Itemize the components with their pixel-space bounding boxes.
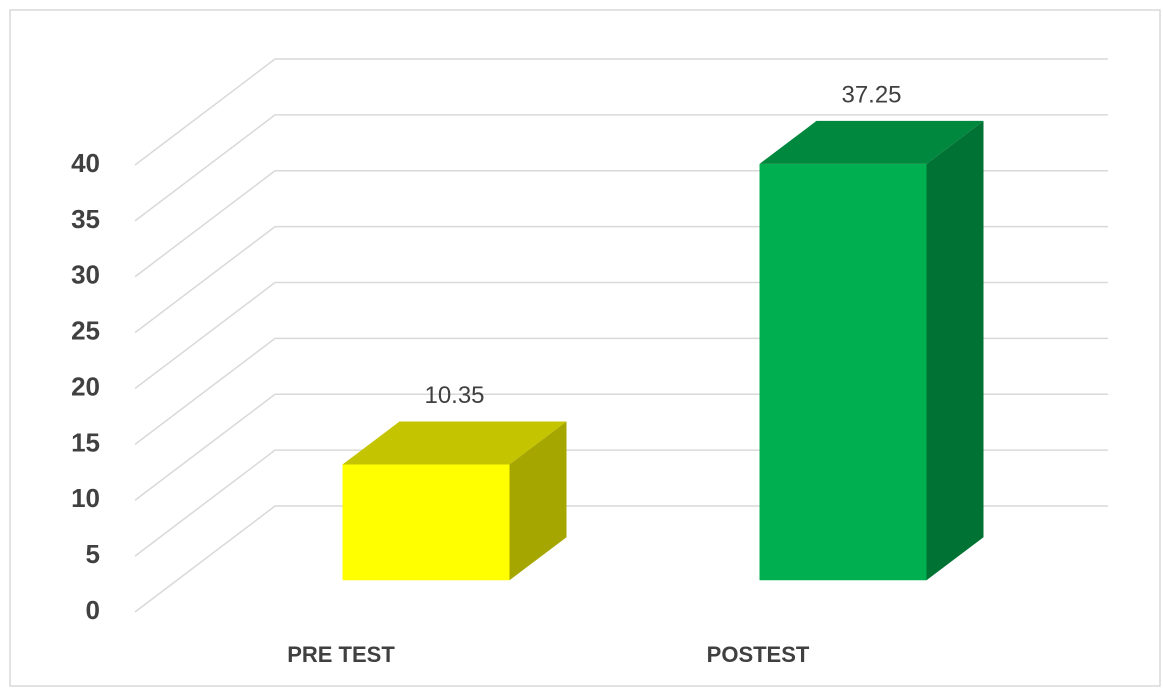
- bar-top: [759, 120, 984, 164]
- y-tick-label: 30: [71, 260, 100, 290]
- y-tick-label: 20: [71, 371, 100, 401]
- bar: [342, 421, 567, 581]
- chart-frame: [9, 9, 1161, 687]
- value-label: 10.35: [424, 382, 484, 409]
- x-tick-label: PRE TEST: [287, 642, 395, 667]
- bar: [759, 120, 984, 581]
- y-tick-label: 0: [86, 595, 100, 625]
- y-tick-label: 15: [71, 427, 100, 457]
- bar-front: [342, 464, 510, 581]
- bar-top: [342, 421, 567, 465]
- y-tick-label: 10: [71, 483, 100, 513]
- grid-line: [134, 58, 1108, 166]
- y-tick-label: 5: [86, 539, 100, 569]
- y-tick-label: 35: [71, 204, 100, 234]
- bar-side: [509, 421, 567, 581]
- value-label: 37.25: [841, 81, 901, 108]
- grid-line: [134, 114, 1108, 222]
- bar-side: [926, 120, 984, 581]
- x-tick-label: POSTEST: [707, 642, 810, 667]
- y-tick-label: 40: [71, 148, 100, 178]
- y-tick-label: 25: [71, 316, 100, 346]
- bar-front: [759, 163, 927, 581]
